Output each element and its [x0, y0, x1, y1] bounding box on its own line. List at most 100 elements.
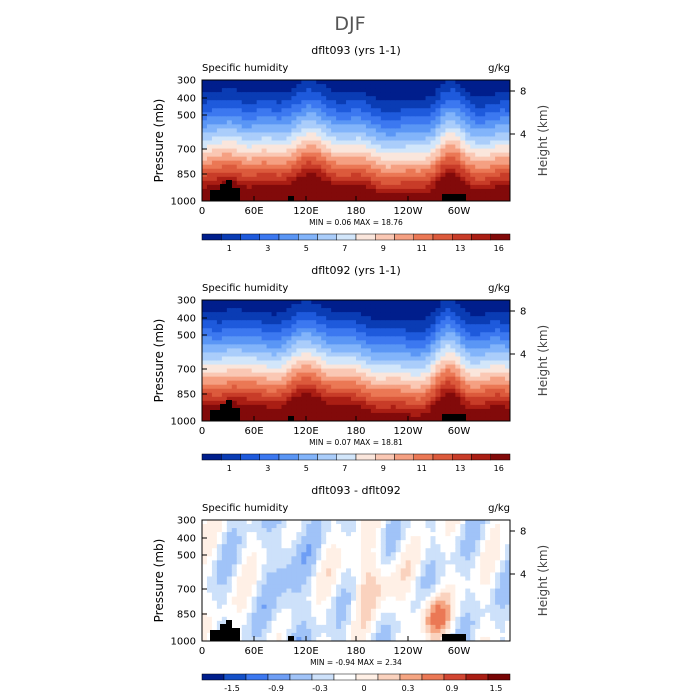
field-cell — [505, 380, 510, 386]
field-cell — [271, 548, 278, 553]
y-right-tick-label: 4 — [520, 350, 526, 361]
field-cell — [226, 168, 233, 174]
field-cell — [351, 616, 357, 622]
field-cell — [251, 360, 258, 366]
colorbar-label: 16 — [494, 464, 504, 473]
field-cell — [351, 380, 357, 386]
field-cell — [375, 332, 382, 337]
field-cell — [485, 184, 491, 190]
field-cell — [495, 140, 501, 146]
field-cell — [480, 80, 486, 85]
field-cell — [375, 344, 382, 349]
field-cell — [465, 128, 471, 134]
field-cell — [286, 556, 293, 561]
field-cell — [251, 596, 258, 602]
field-cell — [261, 396, 268, 402]
field-cell — [500, 144, 506, 150]
field-cell — [430, 332, 437, 337]
field-cell — [430, 300, 437, 305]
field-cell — [420, 152, 427, 158]
field-cell — [405, 360, 412, 366]
field-cell — [251, 556, 258, 561]
field-cell — [346, 176, 352, 182]
field-cell — [306, 628, 312, 634]
field-cell — [281, 124, 288, 129]
field-cell — [400, 344, 407, 349]
y-right-tick-label: 8 — [520, 87, 526, 98]
field-cell — [236, 300, 243, 305]
field-cell — [495, 112, 501, 117]
field-cell — [241, 196, 248, 201]
field-cell — [420, 364, 427, 370]
field-cell — [420, 132, 427, 138]
field-cell — [286, 620, 293, 626]
field-cell — [316, 328, 322, 333]
field-cell — [405, 156, 412, 162]
field-cell — [341, 520, 347, 525]
field-cell — [356, 580, 362, 586]
field-cell — [450, 380, 456, 386]
field-cell — [430, 304, 437, 309]
field-cell — [360, 192, 367, 198]
field-cell — [251, 312, 258, 317]
field-cell — [435, 304, 442, 309]
colorbar-swatch — [432, 453, 453, 461]
field-cell — [435, 412, 442, 418]
field-cell — [206, 384, 213, 390]
field-cell — [470, 336, 476, 341]
field-cell — [286, 572, 293, 578]
field-cell — [216, 312, 223, 317]
field-cell — [410, 364, 417, 370]
field-cell — [231, 616, 238, 622]
field-cell — [286, 608, 293, 614]
x-tick-label: 60E — [244, 426, 263, 437]
field-cell — [430, 192, 437, 198]
field-cell — [460, 152, 466, 158]
field-cell — [286, 336, 293, 341]
field-cell — [281, 564, 288, 569]
field-cell — [370, 88, 377, 93]
field-cell — [306, 308, 312, 313]
field-cell — [470, 104, 476, 109]
field-cell — [251, 612, 258, 618]
field-cell — [385, 96, 392, 101]
field-cell — [485, 168, 491, 174]
field-cell — [455, 120, 461, 125]
field-cell — [495, 156, 501, 162]
field-cell — [316, 312, 322, 317]
field-cell — [460, 308, 466, 313]
field-cell — [202, 348, 208, 354]
field-cell — [450, 88, 456, 93]
field-cell — [231, 544, 238, 549]
field-cell — [351, 608, 357, 614]
field-cell — [251, 376, 258, 382]
field-cell — [420, 396, 427, 402]
field-cell — [251, 164, 258, 170]
field-cell — [241, 540, 248, 545]
field-cell — [251, 80, 258, 85]
field-cell — [480, 328, 486, 333]
field-cell — [286, 124, 293, 129]
field-cell — [380, 92, 387, 97]
field-cell — [311, 168, 317, 174]
field-cell — [375, 368, 382, 374]
field-cell — [480, 140, 486, 146]
field-cell — [360, 156, 367, 162]
field-cell — [365, 388, 372, 394]
field-cell — [395, 196, 402, 201]
field-cell — [455, 144, 461, 150]
field-cell — [286, 116, 293, 121]
field-cell — [246, 628, 253, 634]
field-cell — [246, 580, 253, 586]
field-cell — [360, 536, 367, 541]
field-cell — [380, 584, 387, 590]
field-cell — [202, 136, 208, 142]
field-cell — [360, 312, 367, 317]
field-cell — [291, 548, 297, 553]
field-cell — [405, 120, 412, 125]
field-cell — [500, 116, 506, 121]
field-cell — [216, 344, 223, 349]
field-cell — [390, 304, 397, 309]
field-cell — [236, 576, 243, 582]
field-cell — [241, 140, 248, 146]
